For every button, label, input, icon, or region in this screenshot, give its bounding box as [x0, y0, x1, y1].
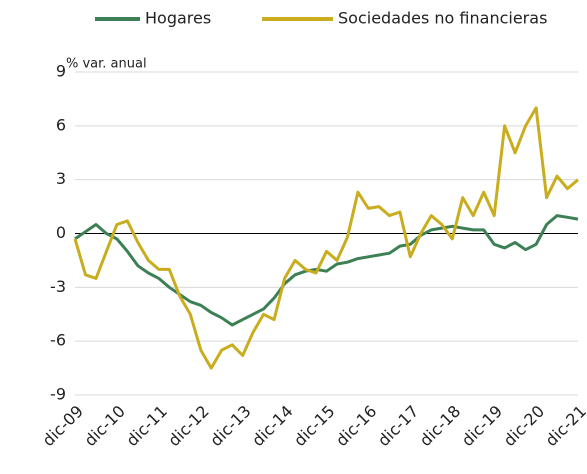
x-tick-label: dic-21: [542, 402, 587, 450]
x-tick-label: dic-12: [164, 402, 212, 450]
x-tick-label: dic-13: [206, 402, 254, 450]
x-tick-label: dic-19: [458, 402, 506, 450]
x-tick-label: dic-17: [374, 402, 422, 450]
x-tick-label: dic-09: [39, 402, 87, 450]
y-axis-label: % var. anual: [66, 57, 147, 72]
x-tick-label: dic-15: [290, 402, 338, 450]
legend-label: Hogares: [145, 9, 211, 28]
line-series: [73, 106, 579, 370]
y-tick-label: 6: [56, 115, 66, 134]
y-tick-label: -9: [50, 385, 66, 404]
y-tick-label: 0: [56, 223, 66, 242]
x-tick-label: dic-20: [500, 402, 548, 450]
x-tick-label: dic-14: [248, 402, 296, 450]
y-tick-label: -6: [50, 331, 66, 350]
legend-label: Sociedades no financieras: [338, 9, 547, 28]
x-tick-label: dic-11: [122, 402, 170, 450]
line-series: [74, 214, 579, 327]
x-tick-label: dic-16: [332, 402, 380, 450]
x-tick-label: dic-10: [80, 402, 128, 450]
y-tick-label: 3: [56, 169, 66, 188]
y-tick-label: -3: [50, 277, 66, 296]
x-tick-label: dic-18: [416, 402, 464, 450]
y-tick-label: 9: [56, 62, 66, 81]
